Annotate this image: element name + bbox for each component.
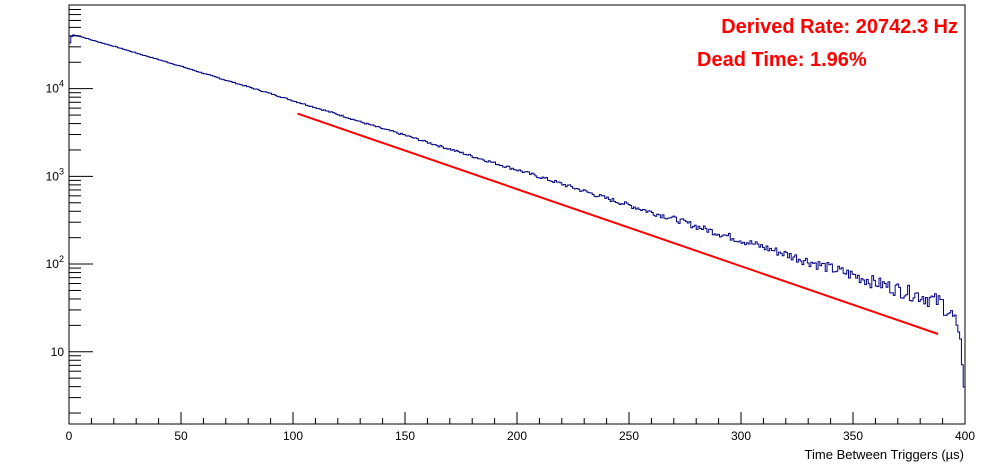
annotation-dead-time: Dead Time: 1.96% [697, 49, 867, 71]
x-tick-label: 150 [395, 429, 415, 443]
x-tick-label: 400 [955, 429, 975, 443]
y-tick-label: 102 [46, 254, 64, 271]
histogram-series [69, 34, 965, 388]
x-tick-label: 250 [619, 429, 639, 443]
x-tick-label: 200 [507, 429, 527, 443]
y-axis-ticks: 10 102 103 104 [46, 4, 93, 414]
x-tick-label: 350 [843, 429, 863, 443]
x-tick-label: 100 [283, 429, 303, 443]
fit-line [297, 112, 939, 335]
x-tick-label: 0 [66, 429, 73, 443]
x-tick-label: 300 [731, 429, 751, 443]
series-layer [69, 34, 965, 388]
x-axis-title: Time Between Triggers (µs) [805, 447, 964, 462]
annotation-derived-rate: Derived Rate: 20742.3 Hz [721, 16, 958, 38]
y-tick-label: 104 [46, 79, 64, 96]
y-tick-label: 10 [51, 345, 65, 359]
x-tick-label: 50 [174, 429, 188, 443]
y-tick-label: 103 [46, 166, 64, 183]
x-axis-ticks: 0 50 100 150 200 250 300 350 400 [66, 412, 975, 443]
